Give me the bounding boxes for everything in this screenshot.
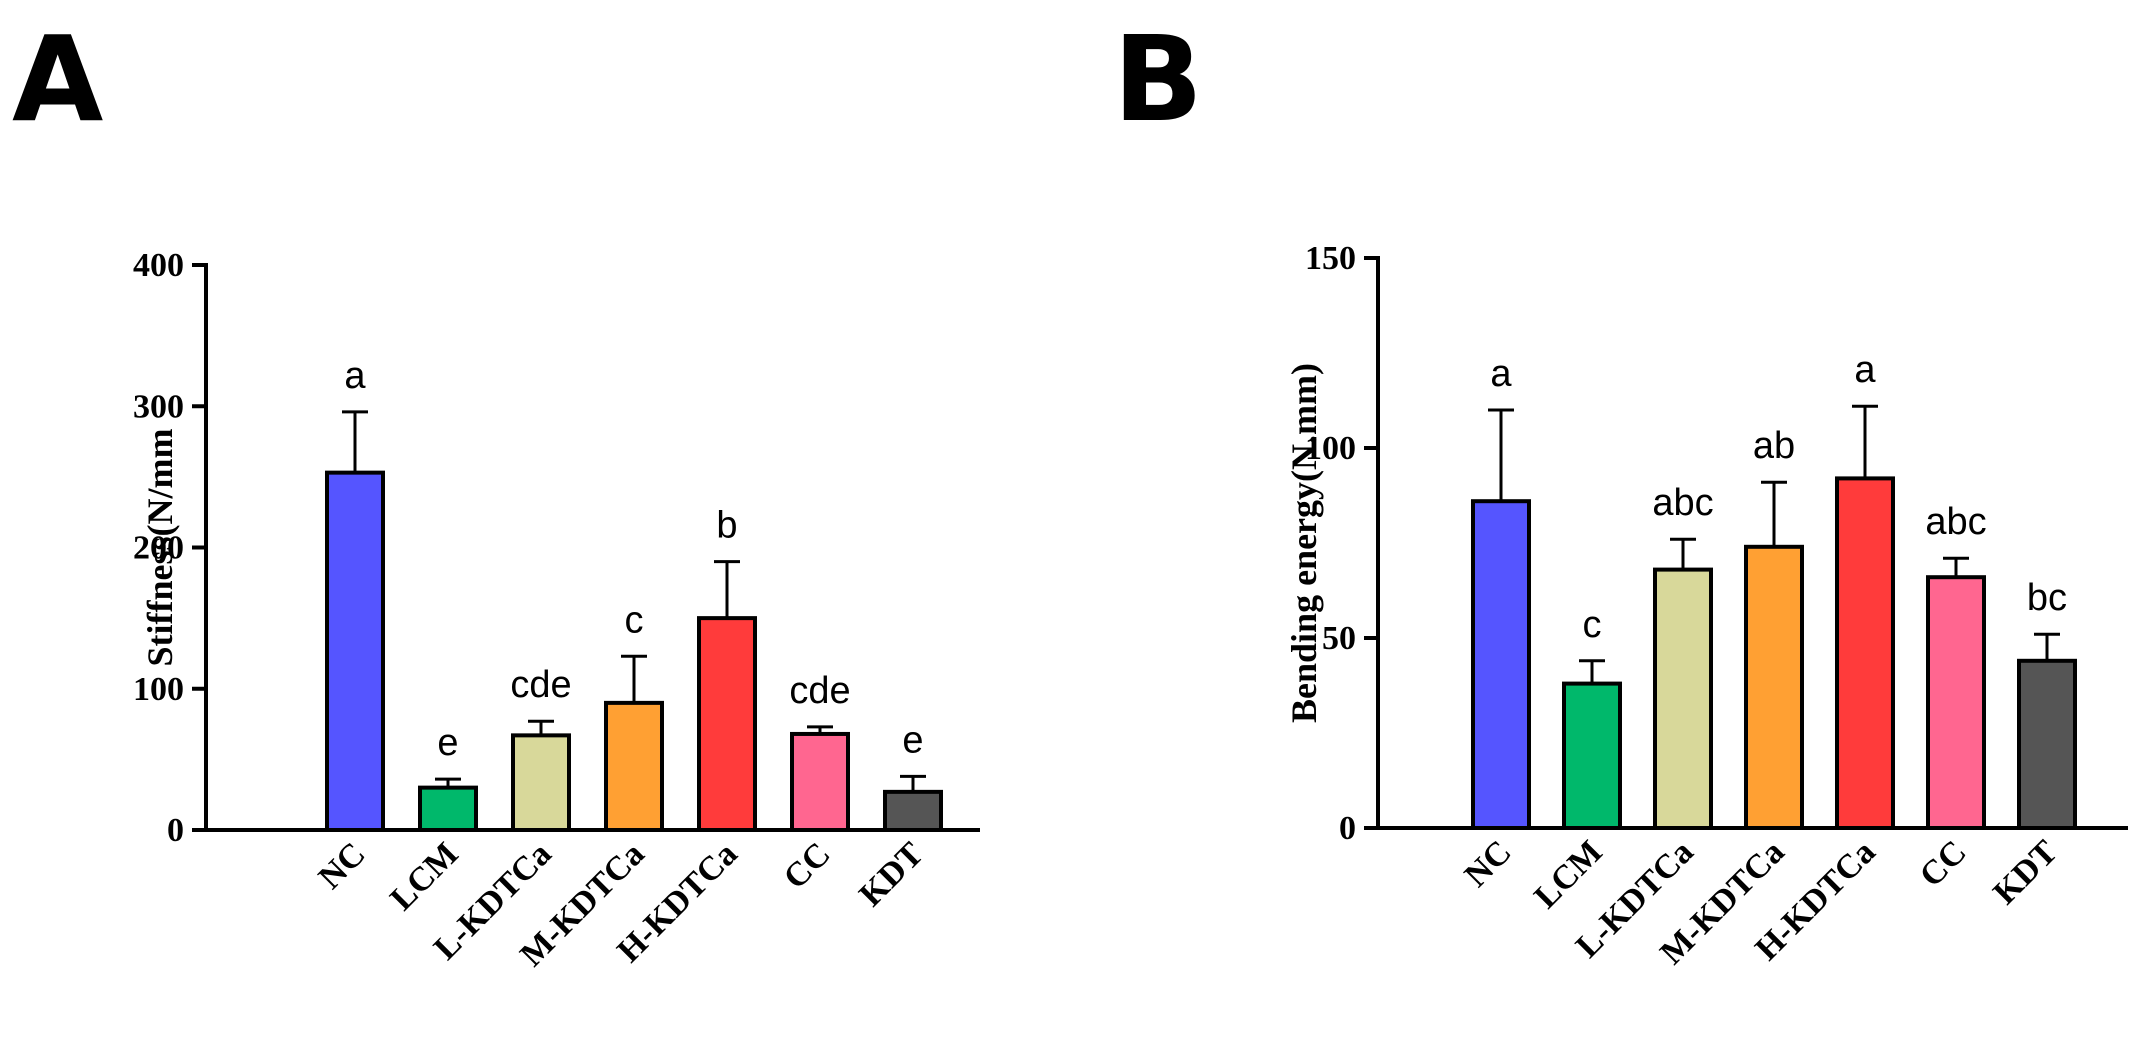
significance-label: a [1854,349,1876,391]
significance-label: cde [789,670,850,712]
x-tick-label: KDT [1986,833,2064,911]
y-tick-label: 400 [133,247,184,284]
bar-m-kdtca [1744,544,1804,830]
chart-a-stiffness: Stiffness(N/mm0100200300400aNCeLCMcdeL-K… [133,247,980,974]
y-tick-label: 0 [167,812,184,849]
y-tick-label: 50 [1322,620,1356,657]
significance-label: b [716,505,737,547]
x-tick-label: NC [312,835,373,896]
bar-nc [325,470,385,832]
y-tick-label: 150 [1305,240,1356,277]
significance-label: c [625,599,644,641]
bar-cc [790,731,850,833]
significance-label: a [1490,353,1512,395]
bar-h-kdtca [1835,476,1895,830]
bar-l-kdtca [1653,567,1713,830]
chart-b-bending-energy: Bending energy(N.mm)050100150aNCcLCMabcL… [1284,240,2128,972]
bar-lcm [1562,681,1622,830]
bar-nc [1471,499,1531,830]
bar-cc [1926,575,1986,831]
y-tick-label: 100 [133,671,184,708]
x-tick-label: LCM [1527,833,1609,915]
x-tick-label: LCM [383,835,465,917]
y-axis-label: Bending energy(N.mm) [1284,363,1324,723]
significance-label: e [437,722,458,764]
y-tick-label: 100 [1305,430,1356,467]
x-tick-label: KDT [852,835,930,913]
bar-m-kdtca [604,700,664,832]
bar-lcm [418,785,478,832]
y-tick-label: 300 [133,388,184,425]
y-tick-label: 200 [133,530,184,567]
x-tick-label: NC [1458,833,1519,894]
bar-kdt [883,789,943,832]
significance-label: abc [1925,501,1986,543]
bar-l-kdtca [511,733,571,832]
bar-h-kdtca [697,616,757,832]
x-tick-label: CC [1913,833,1974,894]
panel-label-b: B [1113,10,1203,148]
significance-label: abc [1652,482,1713,524]
significance-label: cde [510,664,571,706]
panel-label-a: A [12,10,103,148]
y-axis-label: Stiffness(N/mm [140,429,180,667]
significance-label: a [344,355,366,397]
significance-label: bc [2027,577,2067,619]
significance-label: ab [1753,425,1795,467]
bar-kdt [2017,658,2077,830]
y-tick-label: 0 [1339,810,1356,847]
x-tick-label: CC [777,835,838,896]
significance-label: e [902,719,923,761]
significance-label: c [1583,604,1602,646]
